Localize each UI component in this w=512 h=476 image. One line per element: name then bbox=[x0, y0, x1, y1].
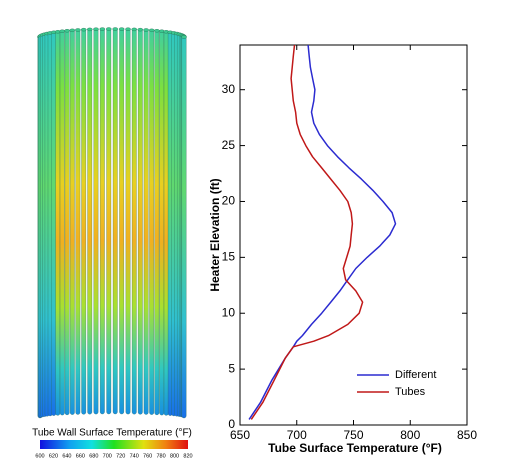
tube bbox=[87, 28, 93, 415]
y-tick-label: 20 bbox=[222, 194, 236, 208]
colorbar-tick-label: 660 bbox=[76, 453, 85, 459]
tube bbox=[64, 29, 70, 416]
tube-cap bbox=[154, 29, 160, 33]
tube bbox=[75, 28, 81, 415]
colorbar-ticks: 600 620 640 660 680 700 720 740 760 780 800 820 bbox=[35, 453, 192, 459]
tube bbox=[119, 27, 125, 415]
tube-cap bbox=[64, 29, 70, 33]
colorbar-tick-label: 800 bbox=[170, 453, 179, 459]
y-tick-label: 15 bbox=[222, 250, 236, 264]
y-tick-label: 25 bbox=[222, 138, 236, 152]
tube bbox=[181, 35, 187, 419]
colorbar-tick-label: 620 bbox=[49, 453, 58, 459]
tube bbox=[55, 30, 61, 416]
colorbar-tick-label: 640 bbox=[62, 453, 71, 459]
data-line bbox=[248, 44, 397, 420]
y-tick-label: 10 bbox=[222, 305, 236, 319]
tube-cap bbox=[131, 27, 138, 32]
tube-cap bbox=[181, 35, 187, 39]
x-tick-label: 800 bbox=[400, 428, 420, 442]
tube-cap bbox=[75, 28, 81, 32]
tube-cap bbox=[148, 28, 155, 33]
y-tick-label: 0 bbox=[228, 417, 235, 431]
tube-cap bbox=[137, 27, 144, 32]
tube bbox=[51, 31, 57, 416]
tube-cap bbox=[93, 27, 99, 31]
colorbar-tick-label: 740 bbox=[130, 453, 139, 459]
tube bbox=[59, 30, 65, 416]
tube-cap bbox=[112, 27, 119, 31]
colorbar-tick-label: 700 bbox=[103, 453, 112, 459]
tube-cap bbox=[69, 28, 76, 33]
tube bbox=[137, 28, 143, 415]
x-tick-label: 750 bbox=[343, 428, 363, 442]
tube bbox=[163, 30, 169, 416]
tube bbox=[69, 29, 75, 415]
tube bbox=[149, 29, 155, 415]
x-tick-label: 650 bbox=[230, 428, 250, 442]
colorbar-tick-label: 720 bbox=[116, 453, 125, 459]
tube bbox=[143, 28, 149, 415]
tube bbox=[112, 27, 118, 415]
tube bbox=[81, 28, 87, 415]
tube-cap bbox=[86, 27, 93, 32]
tube-cap bbox=[105, 27, 112, 31]
tube bbox=[154, 29, 160, 416]
x-tick-label: 700 bbox=[287, 428, 307, 442]
tube bbox=[125, 28, 131, 415]
tube-render bbox=[37, 27, 187, 419]
tube-cap bbox=[99, 27, 106, 31]
legend-label: Different bbox=[395, 369, 436, 381]
tube bbox=[99, 27, 105, 415]
colorbar bbox=[40, 440, 188, 449]
tube-cap bbox=[80, 27, 87, 32]
legend-label: Tubes bbox=[395, 386, 426, 398]
colorbar-tick-label: 760 bbox=[143, 453, 152, 459]
tube bbox=[106, 27, 112, 415]
colorbar-tick-label: 820 bbox=[183, 453, 192, 459]
x-tick-label: 850 bbox=[457, 428, 477, 442]
x-axis-label: Tube Surface Temperature (°F) bbox=[268, 441, 442, 455]
tube-cap bbox=[59, 29, 66, 33]
colorbar-tick-label: 780 bbox=[156, 453, 165, 459]
tube-cap bbox=[143, 28, 149, 32]
y-tick-label: 5 bbox=[228, 361, 235, 375]
y-tick-label: 30 bbox=[222, 82, 236, 96]
tube bbox=[93, 28, 99, 415]
colorbar-tick-label: 680 bbox=[89, 453, 98, 459]
tube-cap bbox=[118, 27, 125, 31]
tube bbox=[159, 30, 165, 416]
y-axis-label: Heater Elevation (ft) bbox=[208, 178, 222, 291]
colorbar-tick-label: 600 bbox=[35, 453, 44, 459]
tube bbox=[131, 28, 137, 415]
colorbar-title: Tube Wall Surface Temperature (°F) bbox=[32, 428, 192, 439]
data-line bbox=[250, 44, 364, 420]
tube-cap bbox=[125, 27, 131, 31]
